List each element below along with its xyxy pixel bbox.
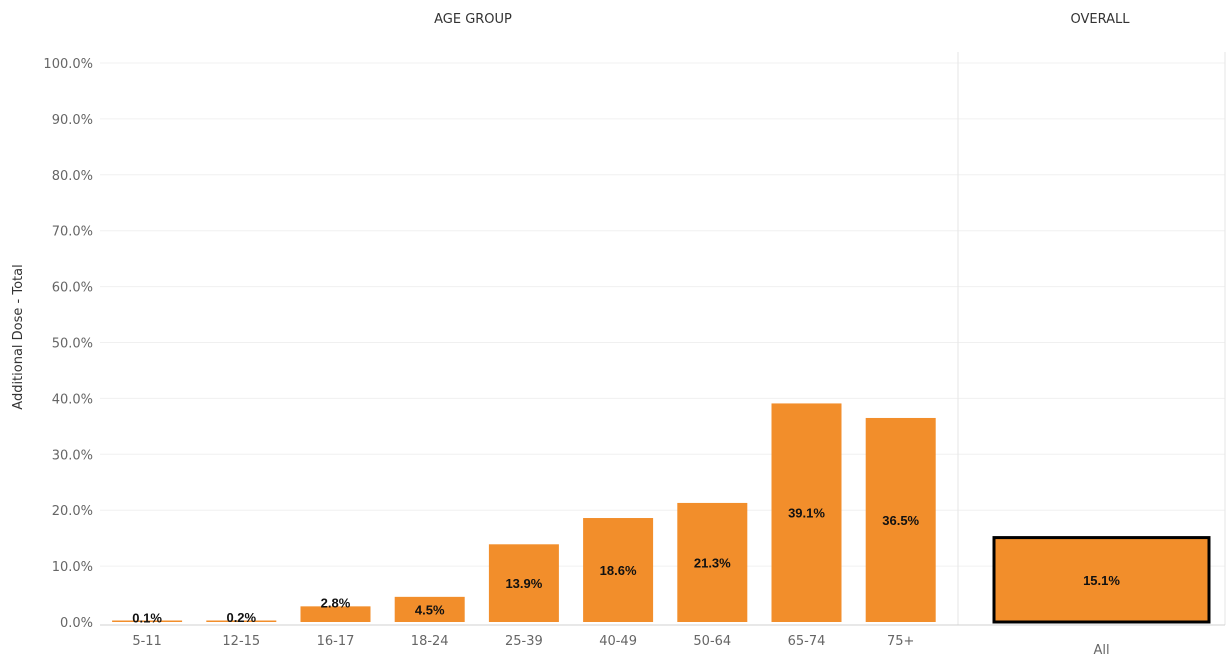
- y-tick-label: 90.0%: [52, 113, 93, 128]
- bar-data-label: 21.3%: [694, 555, 731, 570]
- x-tick-label: 16-17: [317, 634, 355, 649]
- y-tick-label: 80.0%: [52, 169, 93, 184]
- y-tick-label: 20.0%: [52, 504, 93, 519]
- bar-data-label: 0.1%: [132, 610, 162, 625]
- x-tick-label: 18-24: [411, 634, 449, 649]
- bar[interactable]: [865, 417, 936, 622]
- bar[interactable]: [488, 544, 559, 622]
- y-tick-label: 60.0%: [52, 281, 93, 296]
- x-tick-label-overall: All: [1093, 643, 1109, 658]
- bar[interactable]: [300, 606, 371, 622]
- bars: [112, 403, 1211, 624]
- x-tick-label: 5-11: [132, 634, 162, 649]
- bar-data-label: 4.5%: [415, 602, 445, 617]
- x-tick-label: 40-49: [599, 634, 637, 649]
- bar[interactable]: [677, 502, 748, 622]
- panel-title-age-group: AGE GROUP: [434, 12, 512, 27]
- panel-title-overall: OVERALL: [1071, 12, 1131, 27]
- x-tick-label: 12-15: [222, 634, 260, 649]
- bar[interactable]: [112, 620, 183, 623]
- y-tick-label: 30.0%: [52, 448, 93, 463]
- bar-data-label-overall: 15.1%: [1083, 573, 1120, 588]
- y-tick-label: 100.0%: [43, 57, 93, 72]
- gridlines: [100, 62, 1225, 567]
- y-axis-ticks: 0.0% 10.0% 20.0% 30.0% 40.0% 50.0% 60.0% 70.0% 8…: [43, 57, 93, 631]
- x-axis-ticks: 5-11 12-15 16-17 18-24 25-39 40-49 50-64 65-74 7…: [132, 634, 1109, 658]
- bar[interactable]: [206, 620, 277, 623]
- y-tick-label: 10.0%: [52, 560, 93, 575]
- y-tick-label: 50.0%: [52, 337, 93, 352]
- bar[interactable]: [583, 518, 654, 622]
- y-tick-label: 70.0%: [52, 225, 93, 240]
- y-tick-label: 40.0%: [52, 392, 93, 407]
- y-tick-label: 0.0%: [60, 616, 93, 631]
- bar[interactable]: [771, 403, 842, 622]
- bar-data-label: 18.6%: [600, 563, 637, 578]
- x-tick-label: 25-39: [505, 634, 543, 649]
- bar-data-label: 36.5%: [882, 513, 919, 528]
- bar-overall[interactable]: [992, 536, 1211, 624]
- x-tick-label: 50-64: [693, 634, 731, 649]
- bar-data-label: 39.1%: [788, 506, 825, 521]
- x-tick-label: 65-74: [788, 634, 826, 649]
- bar-data-label: 2.8%: [321, 595, 351, 610]
- data-labels: 0.1% 0.2% 2.8% 4.5% 13.9% 18.6% 21.3% 39.1% 36.5…: [132, 506, 1120, 626]
- x-tick-label: 75+: [887, 634, 914, 649]
- bar[interactable]: [394, 596, 465, 622]
- bar-data-label: 13.9%: [505, 576, 542, 591]
- bar-data-label: 0.2%: [226, 610, 256, 625]
- y-axis-label: Additional Dose - Total: [11, 264, 26, 409]
